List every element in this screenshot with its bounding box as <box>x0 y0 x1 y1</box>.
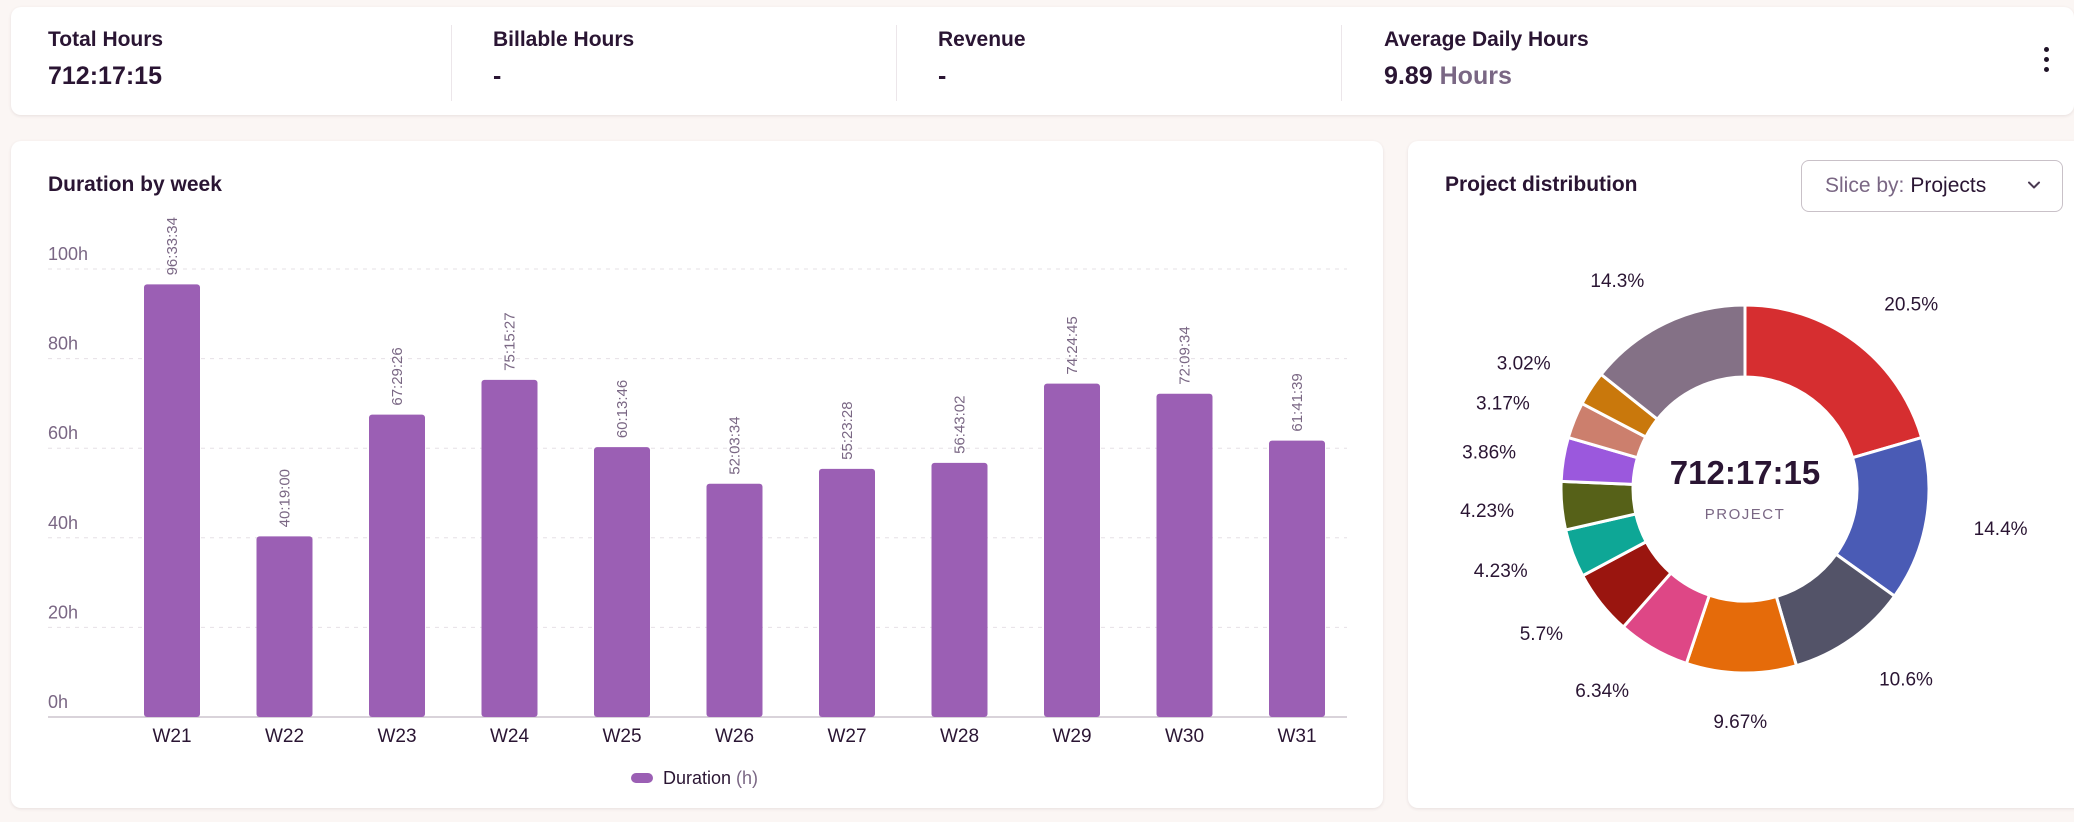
duration-bar-chart: 0h 20h 40h 60h 80h 100h 96:33:34 W21 40:19:00 W22… <box>48 217 1347 788</box>
bar <box>256 536 313 717</box>
stat-value: - <box>938 62 946 91</box>
bar-value-label: 40:19:00 <box>277 469 294 527</box>
donut-center-label: PROJECT <box>1705 506 1786 523</box>
slice-percent-label: 20.5% <box>1884 294 1938 315</box>
legend-label: Duration (h) <box>663 768 758 788</box>
slice-by-label: Slice by: <box>1825 174 1905 197</box>
stat-unit: Hours <box>1439 62 1512 90</box>
legend-swatch <box>631 773 653 783</box>
stat-value: - <box>493 62 501 91</box>
x-tick-label: W23 <box>377 726 416 747</box>
bar <box>819 468 875 717</box>
bar-value-label: 67:29:26 <box>389 347 406 405</box>
x-tick-label: W26 <box>715 726 754 747</box>
slice-percent-label: 3.86% <box>1462 442 1516 463</box>
bar <box>481 379 538 717</box>
slice-by-select[interactable]: Slice by: Projects <box>1801 160 2063 212</box>
x-tick-label: W21 <box>152 726 191 747</box>
bar <box>1044 383 1100 717</box>
slice-percent-label: 14.4% <box>1974 519 2028 540</box>
x-tick-label: W22 <box>265 726 304 747</box>
bar <box>931 462 988 717</box>
bar-value-label: 74:24:45 <box>1064 316 1081 374</box>
stat-label: Total Hours <box>48 28 164 51</box>
bar <box>706 483 763 717</box>
slice-percent-label: 4.23% <box>1460 501 1514 522</box>
bar-value-label: 56:43:02 <box>952 396 969 454</box>
slice-by-value: Projects <box>1910 174 1987 197</box>
slice-percent-label: 6.34% <box>1575 681 1629 702</box>
x-tick-label: W31 <box>1277 726 1316 747</box>
chart-title: Project distribution <box>1445 173 1638 196</box>
stat-divider <box>896 25 897 101</box>
bar-value-label: 60:13:46 <box>614 380 631 438</box>
duration-by-week-card: Duration by week 0h 20h 40h 60h 80h 100h 96:33… <box>11 141 1383 808</box>
bar <box>1269 440 1325 717</box>
slice-percent-label: 4.23% <box>1474 561 1528 582</box>
stat-label: Average Daily Hours <box>1384 28 1589 51</box>
x-tick-label: W29 <box>1052 726 1091 747</box>
stat-value: 9.89 Hours <box>1384 62 1512 91</box>
chart-title: Duration by week <box>48 173 222 196</box>
bar <box>594 447 650 717</box>
x-tick-label: W30 <box>1165 726 1204 747</box>
bar-value-label: 72:09:34 <box>1177 326 1194 384</box>
slice-percent-label: 10.6% <box>1879 669 1933 690</box>
donut-slice <box>1599 303 1747 421</box>
bar-value-label: 96:33:34 <box>164 217 181 275</box>
stat-number: - <box>938 62 947 90</box>
y-tick-label: 60h <box>48 423 78 443</box>
project-donut-chart: 20.5% 14.4% 10.6% 9.67% 6.34% 5.7% 4.23% 4.23% 3… <box>1460 271 2028 733</box>
slice-percent-label: 5.7% <box>1520 624 1563 645</box>
stat-label: Revenue <box>938 28 1026 51</box>
stat-divider <box>451 25 452 101</box>
bar-value-label: 52:03:34 <box>727 416 744 474</box>
slice-percent-label: 9.67% <box>1713 712 1767 733</box>
stat-number: - <box>493 62 502 90</box>
stat-divider <box>1341 25 1342 101</box>
stat-number: 9.89 <box>1384 62 1433 90</box>
stat-number: 712:17:15 <box>48 62 162 90</box>
slice-percent-label: 3.17% <box>1476 393 1530 414</box>
project-distribution-card: Project distribution Slice by: Projects … <box>1408 141 2074 808</box>
stat-value: 712:17:15 <box>48 62 162 91</box>
bar-value-label: 55:23:28 <box>839 401 856 459</box>
x-tick-label: W28 <box>940 726 979 747</box>
y-tick-label: 100h <box>48 244 88 264</box>
donut-slice <box>1743 303 1924 460</box>
donut-center-value: 712:17:15 <box>1670 454 1820 491</box>
slice-percent-label: 3.02% <box>1497 353 1551 374</box>
y-tick-label: 80h <box>48 334 78 354</box>
y-tick-label: 40h <box>48 513 78 533</box>
chevron-down-icon <box>2028 181 2040 189</box>
x-tick-label: W24 <box>490 726 530 747</box>
bar <box>1156 393 1213 717</box>
x-tick-label: W25 <box>602 726 641 747</box>
x-tick-label: W27 <box>827 726 866 747</box>
slice-percent-label: 14.3% <box>1590 271 1644 292</box>
y-tick-label: 0h <box>48 692 68 712</box>
stat-label: Billable Hours <box>493 28 635 51</box>
y-tick-label: 20h <box>48 602 78 622</box>
stats-card: Total Hours 712:17:15 Billable Hours - R… <box>11 7 2074 115</box>
bar <box>144 284 200 717</box>
bar-value-label: 75:15:27 <box>502 312 519 370</box>
bar-value-label: 61:41:39 <box>1289 373 1306 431</box>
more-vertical-icon[interactable] <box>2031 37 2061 81</box>
bar <box>369 414 425 717</box>
